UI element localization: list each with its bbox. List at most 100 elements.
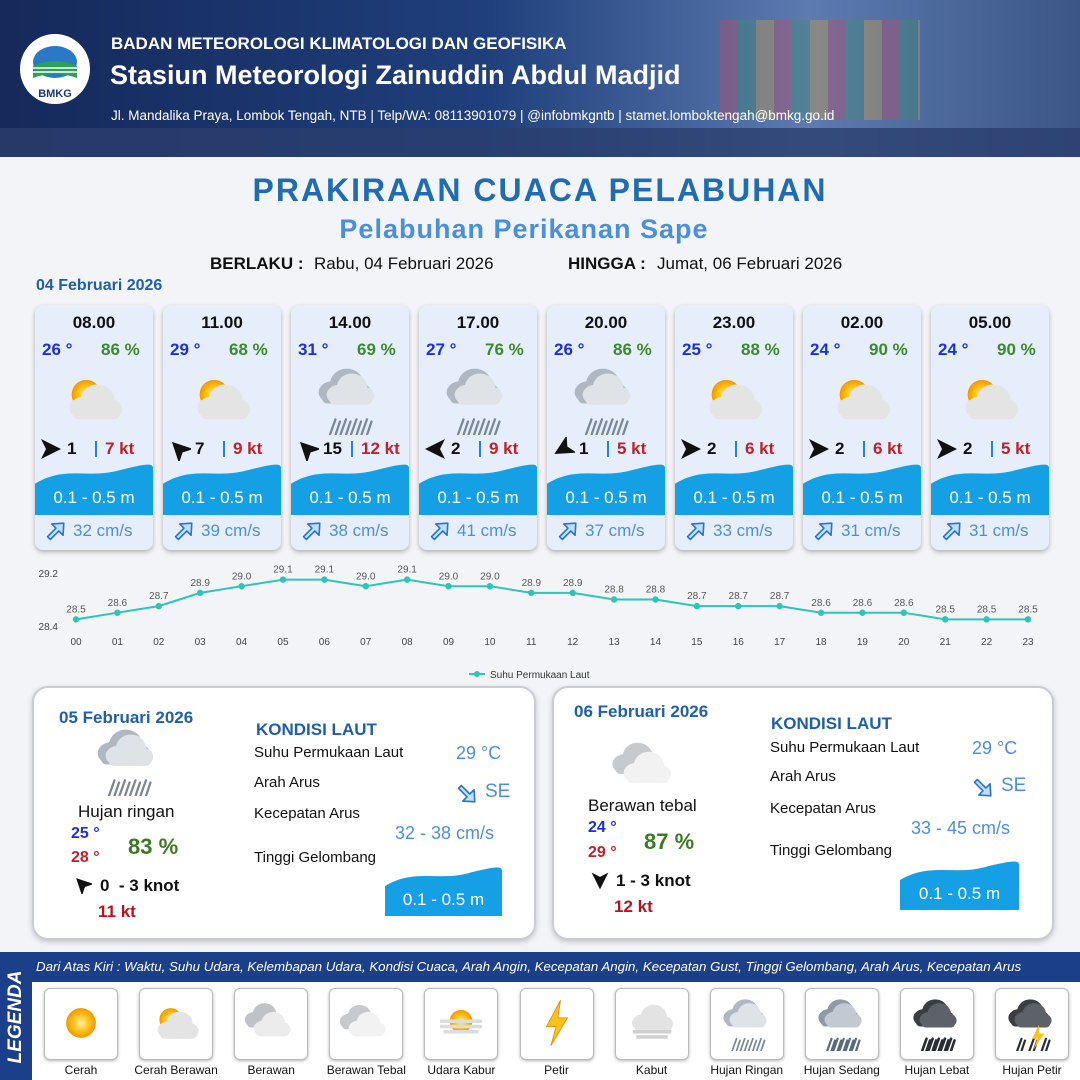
sea-wave: 0.1 - 0.5 m	[918, 884, 1001, 903]
x-tick-label: 01	[112, 637, 124, 648]
day-condition: Berawan tebal	[588, 796, 697, 815]
sst-value-label: 28.7	[770, 591, 790, 602]
sst-value-label: 29.0	[356, 571, 376, 582]
x-tick-label: 12	[567, 637, 579, 648]
x-tick-label: 18	[815, 637, 827, 648]
wave-shape	[385, 867, 502, 916]
slot-wind: 2	[451, 439, 461, 458]
current-arrow-graphic	[430, 522, 449, 541]
wave-shape	[803, 464, 921, 515]
y-tick-label: 29.2	[39, 569, 59, 580]
weather-icon	[825, 363, 897, 440]
weather-icon-graphic	[545, 1000, 568, 1046]
sst-value-label: 28.6	[894, 598, 914, 609]
weather-icon	[313, 363, 385, 440]
slot-wave: 0.1 - 0.5 m	[437, 488, 519, 507]
slot-time: 14.00	[328, 313, 372, 332]
x-tick-label: 15	[691, 637, 703, 648]
current-arrow	[970, 776, 996, 805]
day-date: 06 Februari 2026	[574, 702, 709, 721]
sst-value-label: 28.9	[522, 578, 542, 589]
sst-point	[403, 576, 411, 583]
slot-current: 37 cm/s	[585, 521, 645, 540]
x-tick-label: 16	[733, 637, 745, 648]
slot-humidity: 86 %	[101, 340, 140, 359]
direction-arrow	[423, 437, 447, 466]
slot-wind: 1	[67, 439, 77, 458]
slot-wind: 7	[195, 439, 205, 458]
arrow-graphic	[171, 441, 194, 464]
current-arrow-graphic	[457, 784, 476, 803]
x-tick-label: 00	[70, 637, 82, 648]
arrow-graphic	[425, 439, 445, 459]
slot-gust: 9 kt	[233, 439, 263, 458]
legend-item-label: Berawan Tebal	[326, 1063, 406, 1077]
forecast-card: 23.00 25 ° 88 % 2 6 kt 0.1 - 0.5 m 33 cm/s	[675, 305, 793, 550]
slot-temp: 24 °	[810, 340, 841, 359]
x-tick-label: 06	[319, 637, 331, 648]
legend-item-label: Kabut	[635, 1063, 668, 1077]
current-arrow-graphic	[973, 778, 992, 797]
legend-icon-box	[804, 988, 879, 1060]
legend-item-label: Hujan Ringan	[710, 1063, 784, 1077]
sea-speed-label: Kecepatan Arus	[770, 800, 876, 817]
weather-icon	[719, 995, 775, 1056]
forecast-card: 05.00 24 ° 90 % 2 5 kt 0.1 - 0.5 m 31 cm/s	[931, 305, 1049, 550]
logo-mark	[33, 46, 77, 78]
sst-point	[859, 609, 866, 616]
weather-icon	[441, 363, 513, 440]
current-arrow-graphic	[174, 522, 193, 541]
x-tick-label: 05	[277, 637, 289, 648]
legend-item-label: Hujan Lebat	[904, 1063, 970, 1077]
weather-icon-graphic	[965, 379, 1019, 420]
weather-icon-graphic	[197, 379, 251, 420]
slot-wave: 0.1 - 0.5 m	[309, 488, 391, 507]
x-tick-label: 17	[774, 637, 786, 648]
slot-time: 05.00	[968, 313, 1012, 332]
weather-icon	[697, 363, 769, 440]
direction-arrow	[551, 435, 577, 466]
slot-wind: 2	[707, 439, 717, 458]
day-card: 06 Februari 2026 Berawan tebal 24 ° 29 ° 87 …	[552, 686, 1054, 940]
current-arrow	[939, 519, 965, 548]
wave-graphic	[547, 463, 665, 520]
gust-separator	[223, 441, 225, 457]
sst-value-label: 28.7	[149, 591, 169, 602]
weather-icon-graphic	[66, 1008, 96, 1038]
forecast-card: 11.00 29 ° 68 % 7 9 kt 0.1 - 0.5 m 39 cm/s	[163, 305, 281, 550]
sst-value-label: 28.7	[729, 591, 749, 602]
slot-temp: 25 °	[682, 340, 713, 359]
sst-point	[114, 609, 121, 616]
weather-icon	[529, 995, 585, 1056]
slot-temp: 31 °	[298, 340, 329, 359]
x-tick-label: 22	[981, 637, 993, 648]
sst-value-label: 28.6	[108, 598, 128, 609]
weather-icon-graphic	[440, 1009, 483, 1034]
sst-point	[1024, 616, 1032, 623]
slot-wave: 0.1 - 0.5 m	[949, 488, 1031, 507]
weather-icon	[1004, 995, 1060, 1056]
slot-wave: 0.1 - 0.5 m	[821, 488, 903, 507]
weather-icon	[338, 995, 394, 1056]
current-arrow	[43, 519, 69, 548]
legend-strip	[0, 952, 32, 1080]
wave-graphic	[163, 463, 281, 520]
gust-separator	[479, 441, 481, 457]
current-arrow	[454, 782, 480, 811]
slot-wind: 15	[323, 439, 342, 458]
organization: BADAN METEOROLOGI KLIMATOLOGI DAN GEOFIS…	[111, 34, 567, 53]
weather-icon-graphic	[157, 1008, 199, 1039]
x-tick-label: 14	[650, 637, 662, 648]
sst-point	[569, 589, 576, 597]
sst-point	[776, 602, 783, 610]
sea-sst: 29 °C	[456, 743, 502, 763]
wave-shape	[419, 464, 537, 515]
arrow-graphic	[937, 439, 957, 459]
sst-value-label: 28.5	[977, 604, 997, 615]
weather-icon	[92, 724, 164, 801]
banner-decoration	[720, 20, 920, 120]
weather-icon-graphic	[837, 379, 891, 420]
gust-separator	[863, 441, 865, 457]
legend-icon-box	[709, 988, 784, 1060]
slot-current: 41 cm/s	[457, 521, 517, 540]
